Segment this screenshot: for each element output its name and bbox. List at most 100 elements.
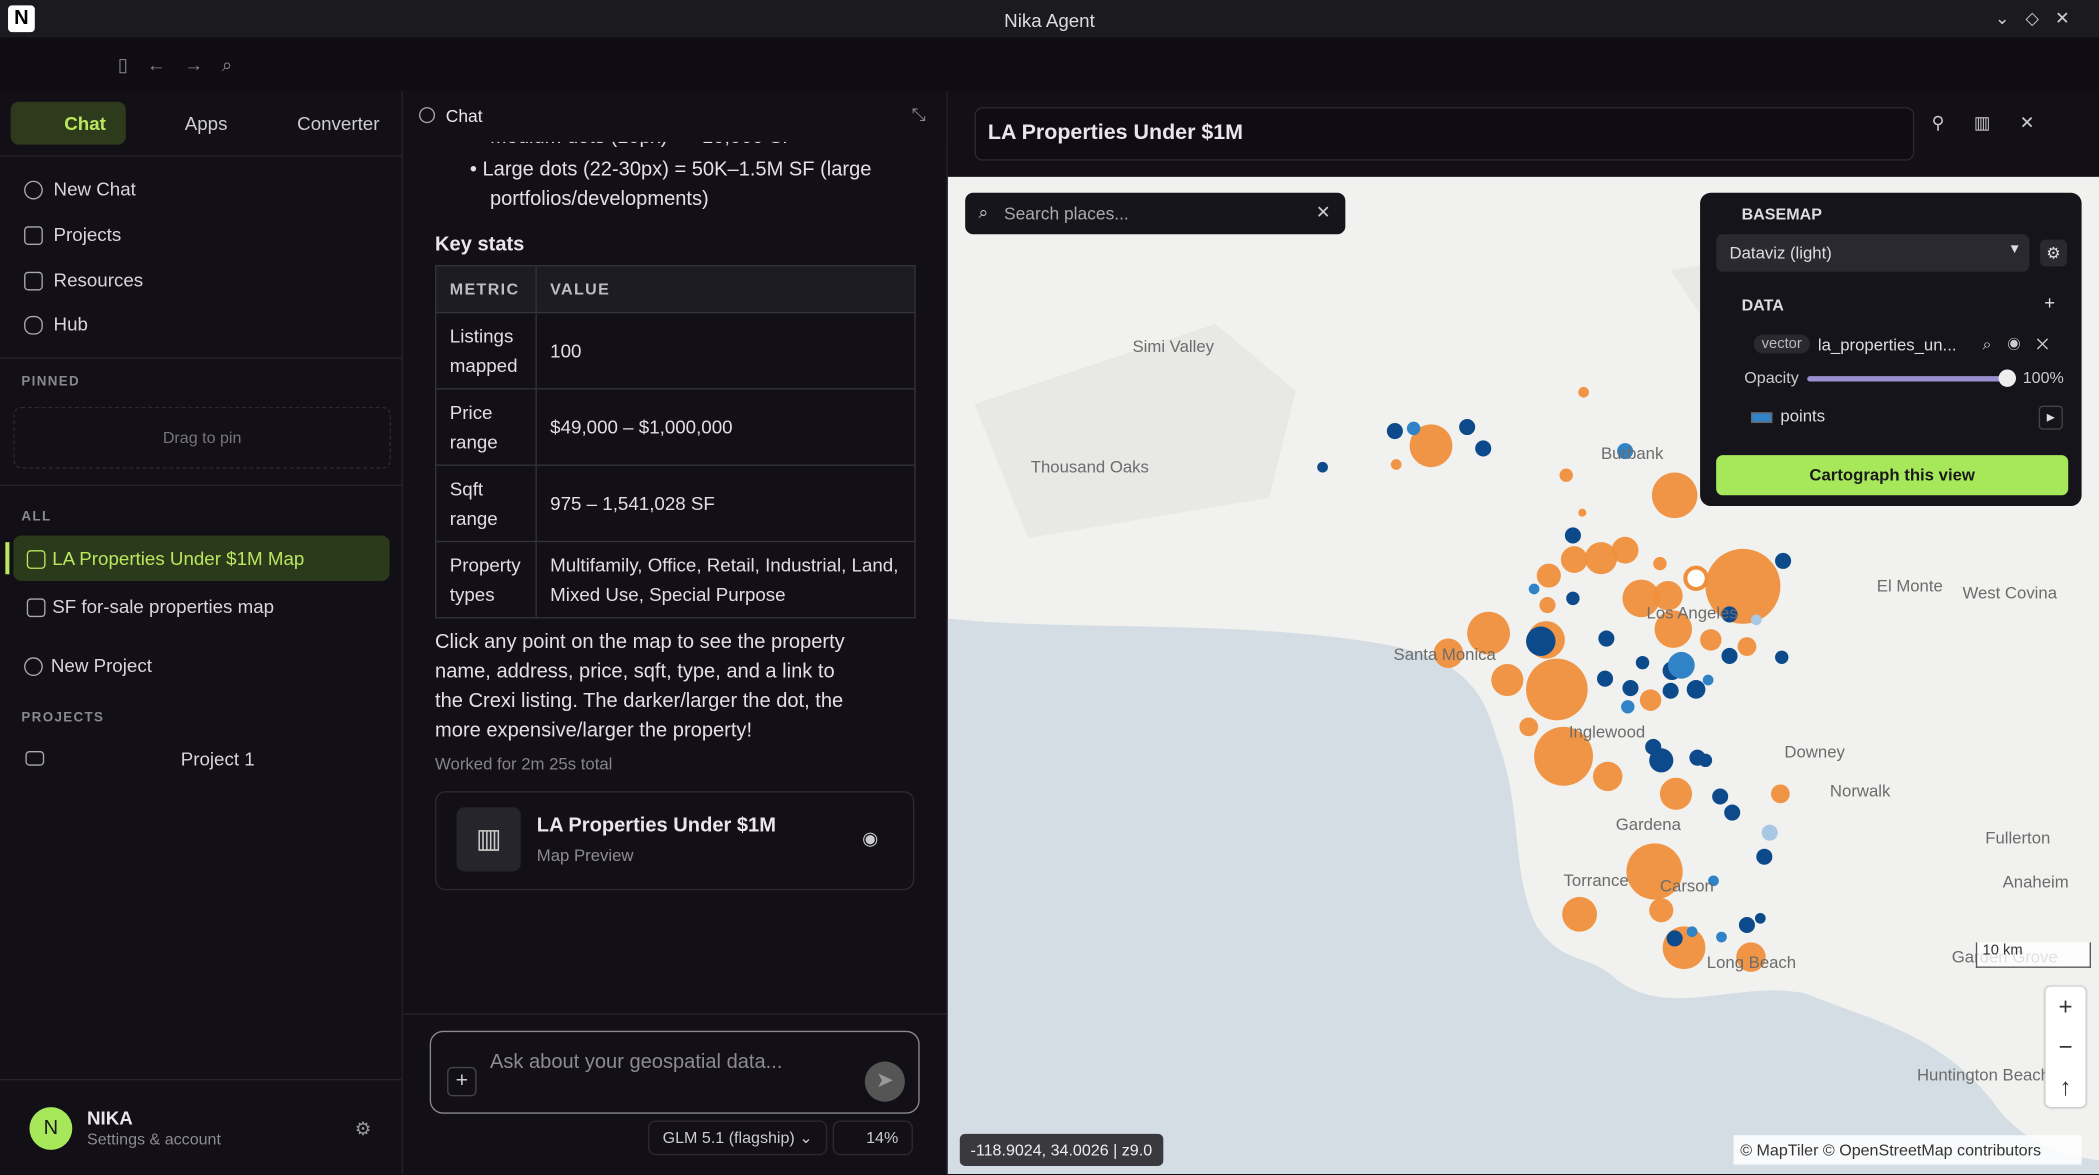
table-row: Listings mapped 100 [435, 311, 916, 390]
attach-button[interactable]: + [447, 1066, 477, 1097]
section-heading: ALL [21, 510, 52, 525]
add-layer[interactable]: + [2044, 291, 2056, 314]
place-label: Burbank [1601, 444, 1664, 464]
map-title: LA Properties Under $1M [987, 121, 1244, 145]
dark-points [1317, 418, 1792, 947]
user-subtitle[interactable]: Settings & account [87, 1129, 221, 1149]
basemap-select[interactable]: Dataviz (light) ▼ [1716, 234, 2030, 272]
select-caret: ▼ [2007, 242, 2022, 258]
project-item[interactable]: Project 1 [180, 748, 255, 770]
toolbar-buttons[interactable]: ▯←→⌕ [117, 53, 252, 75]
preview-eye[interactable]: ◉ [862, 827, 879, 849]
basemap-settings[interactable]: ⚙ [2040, 239, 2067, 267]
tab-apps[interactable]: Apps [150, 102, 244, 145]
place-label: Los Angeles [1646, 603, 1738, 623]
opacity-label: Opacity [1744, 368, 1799, 387]
water [947, 618, 2099, 1174]
nav-item[interactable]: Resources [53, 269, 144, 291]
search-icon: ⌕ [978, 202, 989, 223]
nav-item[interactable]: Hub [53, 313, 88, 335]
table-row: Price range $49,000 – $1,000,000 [435, 388, 916, 466]
place-label: Torrance [1563, 871, 1629, 891]
active-indicator [5, 542, 10, 575]
place-label: Huntington Beach [1916, 1065, 2050, 1085]
card-icon: ▥ [456, 807, 521, 872]
expand-button[interactable]: ▶ [2038, 405, 2063, 430]
collapse-button[interactable]: ⤡ [911, 104, 926, 125]
nav-item[interactable]: Projects [53, 223, 122, 245]
attribution: © MapTiler © OpenStreetMap contributors [1733, 1135, 2082, 1165]
heading: Key stats [435, 232, 525, 256]
search-placeholder: Search places... [1003, 203, 1129, 224]
layer-actions[interactable]: ⌕◉✕ [1982, 334, 2065, 354]
icon [24, 226, 43, 245]
place-label: West Covina [1962, 583, 2058, 603]
header-cell: VALUE [535, 265, 916, 314]
chat-item[interactable]: SF for-sale properties map [52, 595, 275, 618]
cell: Sqft range [435, 464, 537, 543]
map-card[interactable]: ▥ LA Properties Under $1M Map Preview ◉ [435, 791, 915, 891]
input-placeholder: Ask about your geospatial data... [489, 1050, 783, 1074]
sublayer-name: points [1780, 406, 1826, 426]
icon [24, 657, 43, 677]
icon [24, 180, 43, 200]
slider-thumb[interactable] [1998, 369, 2017, 387]
context-usage: 14% [832, 1120, 914, 1156]
chat-header-title: Chat [445, 105, 483, 126]
new-project[interactable]: New Project [50, 654, 152, 677]
chat-item-active[interactable] [13, 535, 390, 581]
chat-item-label: LA Properties Under $1M Map [52, 547, 305, 569]
place-label: El Monte [1876, 576, 1943, 596]
tab-label: Converter [297, 112, 380, 134]
layer-name[interactable]: la_properties_un... [1817, 336, 1957, 355]
cell: Price range [435, 388, 537, 466]
tab-label: Chat [64, 112, 106, 134]
panel-heading: BASEMAP [1741, 204, 1822, 224]
map-actions[interactable]: ⚲▥✕ [1931, 112, 2064, 133]
cursor-coords: -118.9024, 34.0026 | z9.0 [959, 1133, 1163, 1166]
chat-input[interactable]: Ask about your geospatial data... + ➤ [429, 1030, 920, 1114]
nav-item[interactable]: New Chat [53, 178, 136, 200]
place-label: Carson [1659, 876, 1714, 896]
layer-tag: vector [1753, 334, 1810, 354]
opacity-slider[interactable] [1807, 376, 2008, 382]
window-controls[interactable]: ⌄◇✕ [1994, 8, 2086, 29]
avatar[interactable]: N [29, 1107, 73, 1150]
chat-panel: Chat ⤡ Medium dots (10px) = ~10,000 SF •… [402, 91, 948, 1174]
send-button[interactable]: ➤ [864, 1061, 905, 1102]
icon [26, 598, 46, 618]
title-bar: N Nika Agent ⌄◇✕ [0, 0, 2099, 38]
zoom-controls[interactable]: + − ↑ [2045, 986, 2086, 1108]
divider [0, 1078, 402, 1081]
pin-dropzone[interactable]: Drag to pin [13, 406, 391, 469]
icon [418, 107, 436, 124]
cell: Multifamily, Office, Retail, Industrial,… [535, 540, 916, 619]
settings-icon[interactable]: ⚙ [354, 1117, 372, 1140]
panel-heading: DATA [1741, 295, 1784, 315]
tab-label: Apps [184, 112, 228, 134]
icon [24, 271, 43, 291]
window-title: Nika Agent [1004, 9, 1095, 31]
model-selector[interactable]: GLM 5.1 (flagship) ⌄ [647, 1120, 828, 1156]
user-name: NIKA [87, 1107, 133, 1129]
table-row: Sqft range 975 – 1,541,028 SF [435, 464, 916, 543]
sidebar: Chat Apps Converter New Chat Projects Re… [0, 91, 403, 1174]
cartograph-button[interactable]: Cartograph this view [1716, 455, 2069, 496]
place-label: Long Beach [1706, 953, 1797, 972]
map-search[interactable]: ⌕ Search places... ✕ [965, 192, 1346, 235]
search-clear[interactable]: ✕ [1315, 202, 1331, 223]
place-label: Gardena [1615, 815, 1681, 834]
mid-points [1406, 421, 1727, 943]
table-row: Property types Multifamily, Office, Retai… [435, 540, 916, 619]
section-heading: PINNED [21, 374, 81, 390]
cell: Property types [435, 540, 537, 619]
bullet: • Large dots (22-30px) = 50K–1.5M SF (la… [469, 157, 872, 211]
divider [0, 357, 402, 359]
tab-chat[interactable]: Chat [10, 101, 126, 145]
place-label: Santa Monica [1393, 645, 1496, 664]
tab-converter[interactable]: Converter [262, 102, 391, 145]
scale-bar: 10 km [1975, 942, 2091, 968]
